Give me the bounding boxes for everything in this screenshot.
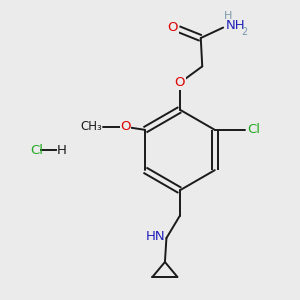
Text: O: O <box>168 21 178 34</box>
Text: H: H <box>57 143 67 157</box>
Text: NH: NH <box>226 19 246 32</box>
Text: HN: HN <box>145 230 165 243</box>
Text: H: H <box>224 11 232 21</box>
Text: O: O <box>175 76 185 89</box>
Text: Cl: Cl <box>31 143 44 157</box>
Text: O: O <box>120 120 131 133</box>
Text: CH₃: CH₃ <box>80 120 102 134</box>
Text: 2: 2 <box>241 27 247 37</box>
Text: Cl: Cl <box>247 123 260 136</box>
